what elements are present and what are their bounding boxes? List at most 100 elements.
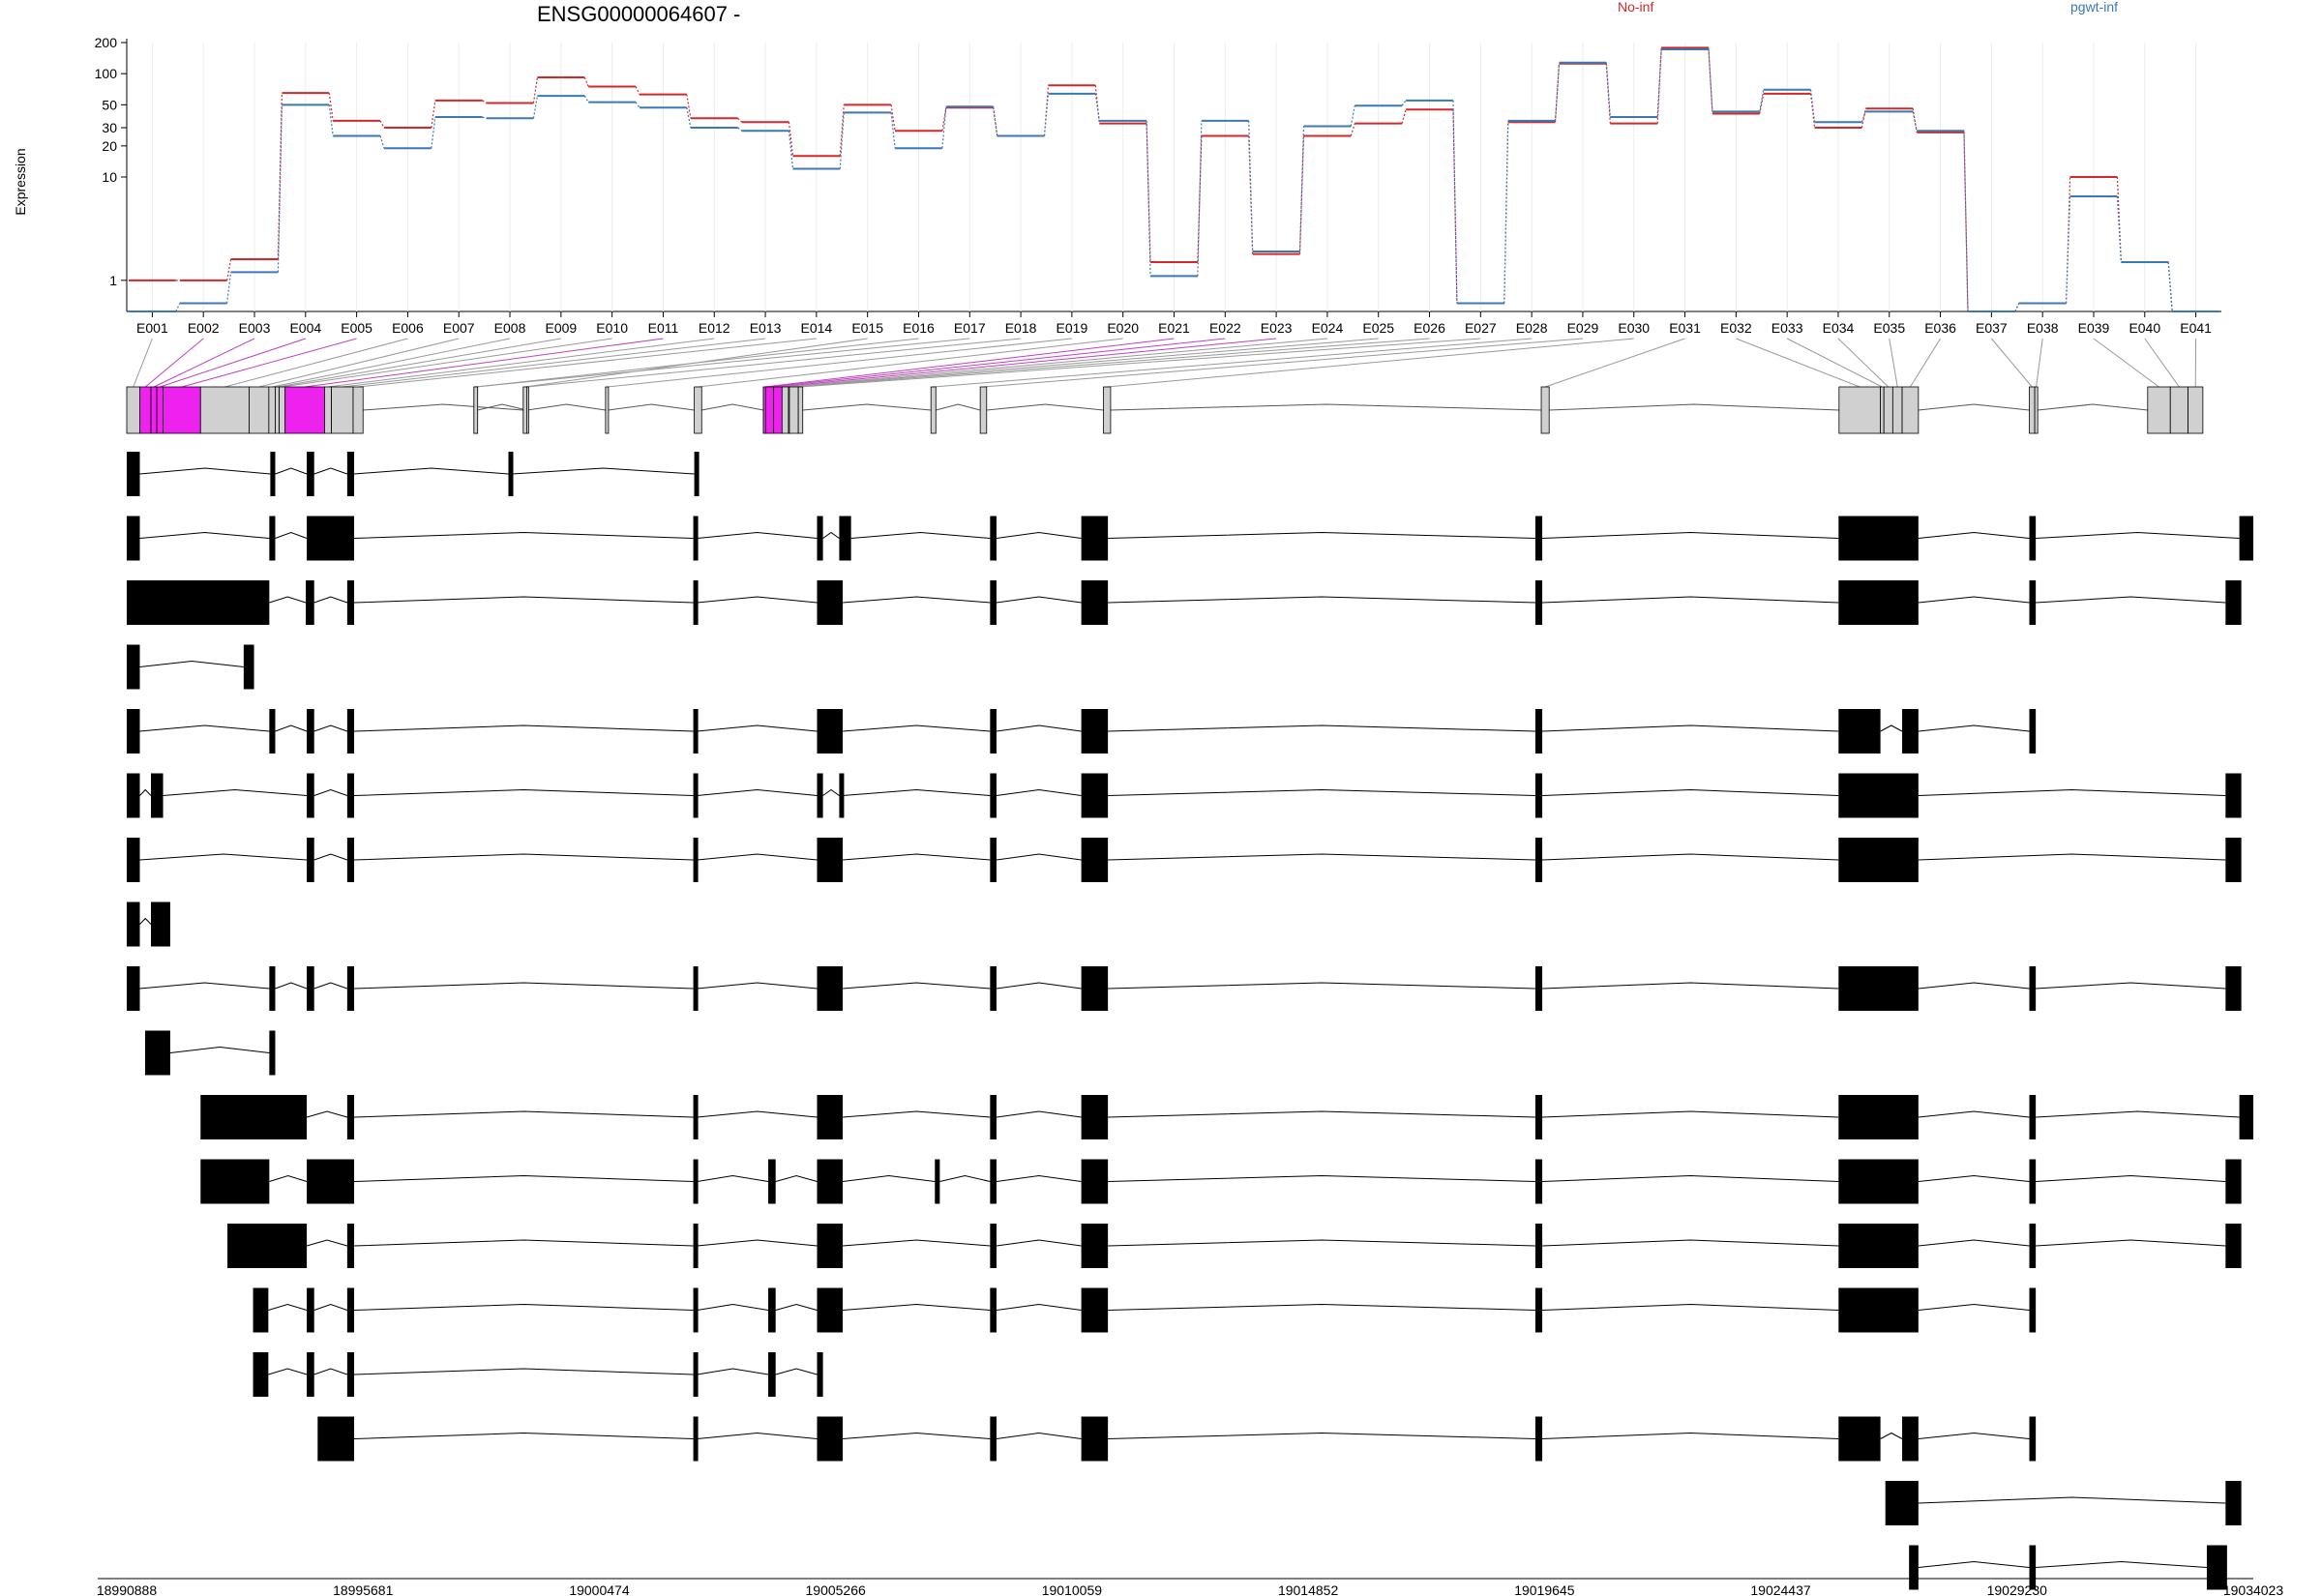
transcript-exon <box>307 773 314 818</box>
series-pgwt-inf <box>129 47 2219 312</box>
transcript-tracks <box>127 452 2253 1590</box>
transcript-exon <box>2239 516 2253 561</box>
transcript-exon <box>253 1352 269 1397</box>
transcript-exon <box>1534 966 1543 1011</box>
y-tick-label: 30 <box>102 120 117 135</box>
transcript-intron <box>1918 1174 2030 1182</box>
series-connector <box>1197 120 1203 277</box>
transcript-exon <box>2225 838 2242 882</box>
transcript-exon <box>1838 516 1919 561</box>
x-tick-label: E013 <box>750 320 782 336</box>
transcript-intron <box>1542 724 1839 732</box>
series-connector <box>941 106 947 149</box>
y-tick-label: 50 <box>102 97 117 112</box>
exon-connector <box>2093 338 2159 388</box>
transcript-intron <box>313 467 348 475</box>
transcript-intron <box>139 531 270 539</box>
series-connector <box>226 272 232 304</box>
exon-connector <box>133 338 153 388</box>
transcript-intron <box>842 1303 991 1311</box>
series-connector <box>431 100 436 129</box>
transcript-exon <box>990 1224 997 1268</box>
transcript-track <box>227 1224 2242 1268</box>
transcript-track <box>317 1416 2037 1462</box>
transcript-track <box>127 580 2242 625</box>
transcript-exon <box>990 838 997 882</box>
transcript-track <box>127 644 254 690</box>
transcript-exon <box>307 1352 314 1397</box>
x-tick-label: E010 <box>596 320 628 336</box>
series-connector <box>993 106 998 136</box>
x-tick-label: E021 <box>1158 320 1190 336</box>
transcript-exon <box>1838 1095 1919 1139</box>
transcript-exon <box>1081 1095 1109 1139</box>
transcript-exon <box>307 452 314 496</box>
series-connector <box>1605 62 1611 118</box>
exon-connector <box>698 338 1123 388</box>
transcript-exon <box>307 1287 314 1333</box>
exon-box <box>773 386 783 434</box>
x-tick-label: E009 <box>545 320 577 336</box>
series-connector <box>1146 120 1151 277</box>
series-connector <box>941 107 947 132</box>
legend-label-no-inf: No-inf <box>1618 0 1653 15</box>
transcript-track <box>253 1352 823 1397</box>
transcript-exon <box>1838 838 1919 882</box>
series-connector <box>328 93 334 121</box>
genome-tick-label: 18995681 <box>333 1582 394 1596</box>
transcript-intron <box>1880 1432 1903 1439</box>
transcript-exon <box>1902 709 1919 754</box>
transcript-exon <box>1838 1416 1881 1462</box>
transcript-exon <box>990 1095 997 1139</box>
transcript-intron <box>996 1110 1082 1118</box>
series-connector <box>2167 261 2173 312</box>
transcript-intron <box>996 982 1082 990</box>
intron-line <box>701 403 764 411</box>
transcript-exon <box>817 580 843 625</box>
transcript-exon <box>307 966 314 1011</box>
x-tick-label: E039 <box>2078 320 2110 336</box>
exon-box <box>1901 386 1920 434</box>
transcript-exon <box>269 709 276 754</box>
transcript-intron <box>139 917 152 925</box>
transcript-exon <box>346 1095 355 1139</box>
transcript-intron <box>1542 1432 1839 1439</box>
transcript-exon <box>307 838 314 882</box>
x-tick-label: E028 <box>1516 320 1548 336</box>
transcript-intron <box>842 788 991 796</box>
transcript-exon <box>1534 1095 1543 1139</box>
series-connector <box>2116 195 2122 263</box>
intron-line <box>1549 403 1839 411</box>
transcript-intron <box>2036 1239 2226 1247</box>
y-tick-label: 100 <box>95 66 118 81</box>
exon-box <box>789 386 799 434</box>
transcript-intron <box>139 853 308 861</box>
transcript-exon <box>127 966 140 1011</box>
transcript-intron <box>313 724 348 732</box>
exon-box <box>2169 386 2188 434</box>
transcript-track <box>127 966 2242 1011</box>
transcript-track <box>200 1159 2242 1204</box>
exon-connector <box>800 338 1481 388</box>
series-connector <box>1043 93 1050 136</box>
transcript-intron <box>775 1303 818 1311</box>
chart-title: ENSG00000064607 - <box>537 2 740 26</box>
transcript-exon <box>2225 1481 2242 1525</box>
transcript-exon <box>935 1159 940 1204</box>
transcript-exon <box>1081 1287 1109 1333</box>
transcript-intron <box>1918 1239 2030 1247</box>
series-connector <box>532 95 539 119</box>
transcript-intron <box>1108 788 1535 796</box>
transcript-exon <box>1534 1287 1543 1333</box>
transcript-intron <box>269 1174 308 1182</box>
x-tick-label: E011 <box>648 320 679 336</box>
exon-box <box>163 386 201 434</box>
genome-tick-label: 18990888 <box>97 1582 158 1596</box>
intron-line <box>986 403 1104 411</box>
transcript-intron <box>275 531 308 539</box>
transcript-exon <box>693 516 699 561</box>
exon-box <box>275 386 280 434</box>
transcript-intron <box>353 596 694 604</box>
transcript-exon <box>693 1159 699 1204</box>
